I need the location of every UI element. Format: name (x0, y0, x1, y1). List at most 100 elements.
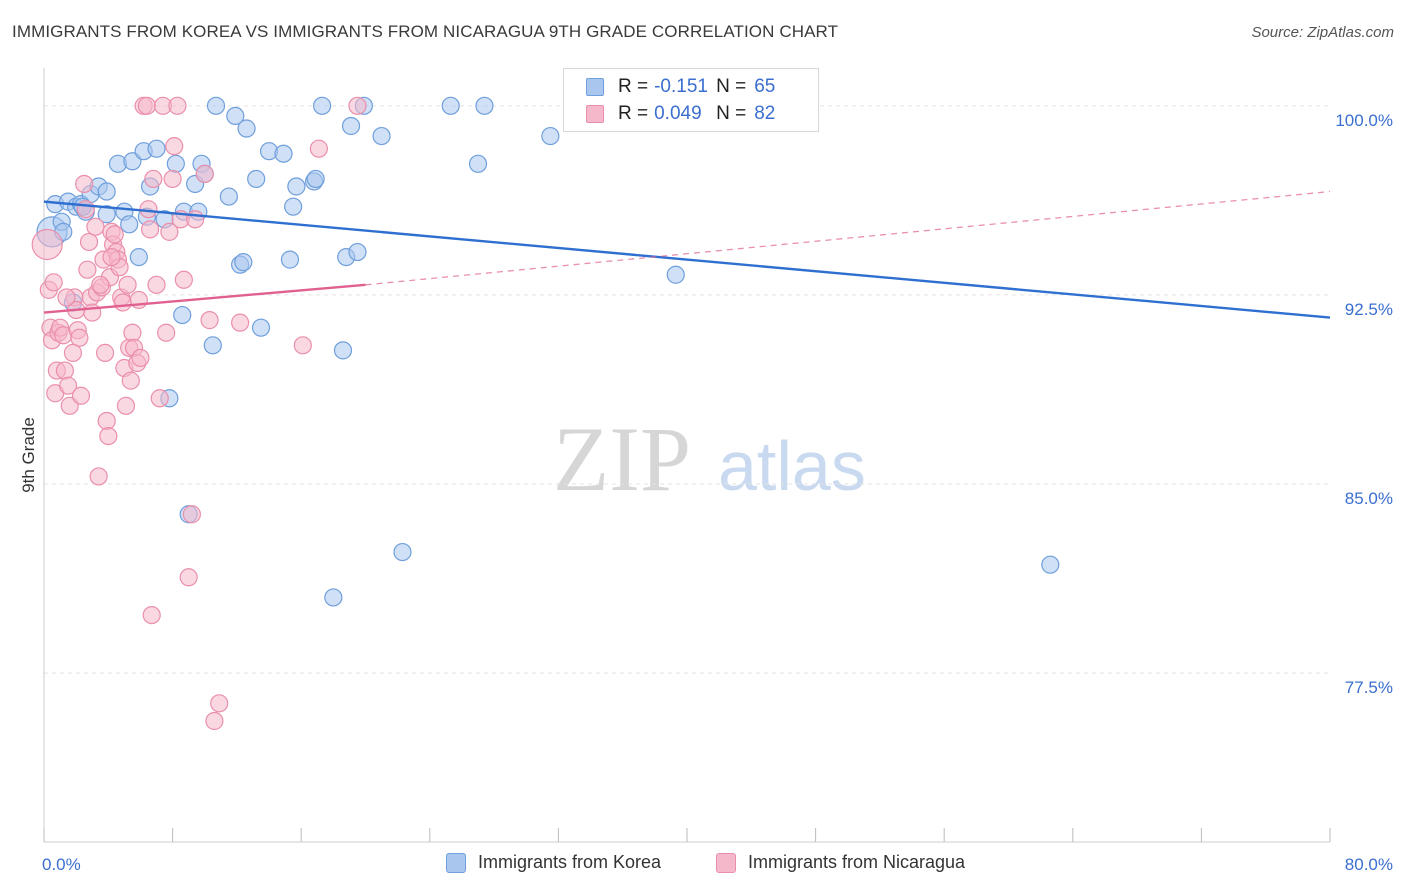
nicaragua-point (121, 371, 140, 390)
nicaragua-trend-extension (365, 190, 1331, 286)
x-tick-label: 80.0% (1345, 855, 1393, 874)
korea-point (348, 242, 367, 262)
chart-title: IMMIGRANTS FROM KOREA VS IMMIGRANTS FROM… (12, 22, 839, 41)
korea-point (284, 197, 303, 216)
korea-point (120, 215, 139, 234)
nicaragua-point (179, 568, 198, 587)
korea-point (97, 205, 116, 224)
nicaragua-point (137, 96, 156, 115)
nicaragua-point (86, 217, 105, 236)
nicaragua-legend-label: Immigrants from Nicaragua (748, 852, 966, 872)
nicaragua-point (200, 311, 219, 330)
bottom-legend-korea: Immigrants from Korea (446, 852, 661, 873)
nicaragua-point (123, 323, 142, 342)
korea-point (123, 152, 142, 171)
korea-point (97, 182, 116, 201)
nicaragua-point (91, 275, 110, 294)
nicaragua-point (182, 505, 201, 524)
nicaragua-point (144, 169, 163, 189)
nicaragua-point (205, 711, 224, 731)
nicaragua-point (95, 343, 115, 362)
nicaragua-point (147, 275, 166, 294)
nicaragua-point (31, 228, 63, 261)
nicaragua-point (71, 386, 91, 405)
nicaragua-point (59, 376, 78, 395)
nicaragua-point (139, 200, 158, 219)
nicaragua-point (165, 137, 184, 156)
y-tick-label: 85.0% (1345, 489, 1393, 508)
korea-point (312, 96, 332, 115)
korea-point (441, 96, 460, 115)
korea-n-label: N = (716, 76, 747, 97)
nicaragua-point (89, 467, 108, 486)
nicaragua-point (231, 313, 250, 332)
nicaragua-point (79, 232, 99, 252)
nicaragua-swatch-icon (586, 105, 604, 123)
nicaragua-point (102, 247, 121, 267)
korea-point (1041, 555, 1060, 574)
nicaragua-point (99, 426, 118, 446)
korea-swatch-icon (586, 78, 604, 96)
korea-point (166, 154, 185, 173)
nicaragua-point (70, 328, 89, 347)
nicaragua-point (195, 164, 214, 183)
nicaragua-point (57, 288, 76, 307)
nicaragua-point (116, 396, 136, 415)
nicaragua-point (118, 275, 137, 294)
korea-point (541, 126, 560, 146)
nicaragua-point (210, 694, 229, 713)
korea-point (333, 341, 353, 360)
korea-point (468, 154, 488, 173)
legend-row-nicaragua: R = 0.049 N = 82 (564, 101, 775, 127)
korea-point (129, 247, 148, 267)
y-tick-label: 92.5% (1345, 300, 1393, 319)
nicaragua-point (83, 303, 102, 322)
korea-point (306, 169, 325, 189)
korea-point (237, 119, 256, 138)
legend-row-korea: R = -0.151 N = 65 (564, 74, 775, 100)
korea-point (247, 169, 266, 189)
korea-r-label: R = (618, 76, 649, 97)
nicaragua-r-label: R = (618, 103, 649, 124)
nicaragua-point (113, 293, 132, 312)
korea-legend-swatch-icon (446, 852, 466, 873)
nicaragua-point (186, 210, 205, 229)
watermark-atlas: atlas (718, 427, 866, 505)
korea-point (206, 96, 226, 115)
nicaragua-point (105, 225, 124, 244)
chart-source: Source: ZipAtlas.com (1251, 24, 1394, 41)
korea-point (287, 177, 306, 196)
nicaragua-point (348, 96, 367, 115)
y-tick-label: 77.5% (1345, 678, 1393, 697)
watermark-zip: ZIP (553, 408, 691, 510)
korea-point (251, 318, 271, 337)
korea-point (147, 139, 166, 158)
korea-point (393, 542, 412, 562)
bottom-legend-nicaragua: Immigrants from Nicaragua (716, 852, 965, 873)
korea-point (475, 96, 494, 115)
nicaragua-point (150, 389, 169, 408)
korea-point (234, 253, 253, 272)
nicaragua-point (55, 361, 74, 380)
nicaragua-point (157, 323, 176, 342)
nicaragua-point (60, 396, 79, 415)
korea-point (203, 336, 222, 355)
nicaragua-point (293, 336, 312, 355)
nicaragua-point (75, 174, 94, 194)
nicaragua-point (309, 139, 328, 158)
korea-r-value: -0.151 (654, 76, 708, 97)
nicaragua-point (160, 222, 179, 241)
korea-n-value: 65 (754, 76, 776, 97)
nicaragua-point (63, 343, 83, 362)
korea-point (219, 187, 238, 206)
nicaragua-legend-swatch-icon (716, 852, 736, 873)
nicaragua-point (174, 270, 193, 289)
y-axis-label: 9th Grade (19, 417, 38, 493)
nicaragua-point (163, 169, 182, 189)
y-tick-label: 100.0% (1335, 111, 1393, 130)
stats-legend: R = -0.151 N = 65 R = 0.049 N = 82 (563, 68, 819, 132)
korea-point (666, 265, 685, 284)
korea-trend-line (43, 200, 1331, 319)
nicaragua-point (168, 96, 187, 115)
